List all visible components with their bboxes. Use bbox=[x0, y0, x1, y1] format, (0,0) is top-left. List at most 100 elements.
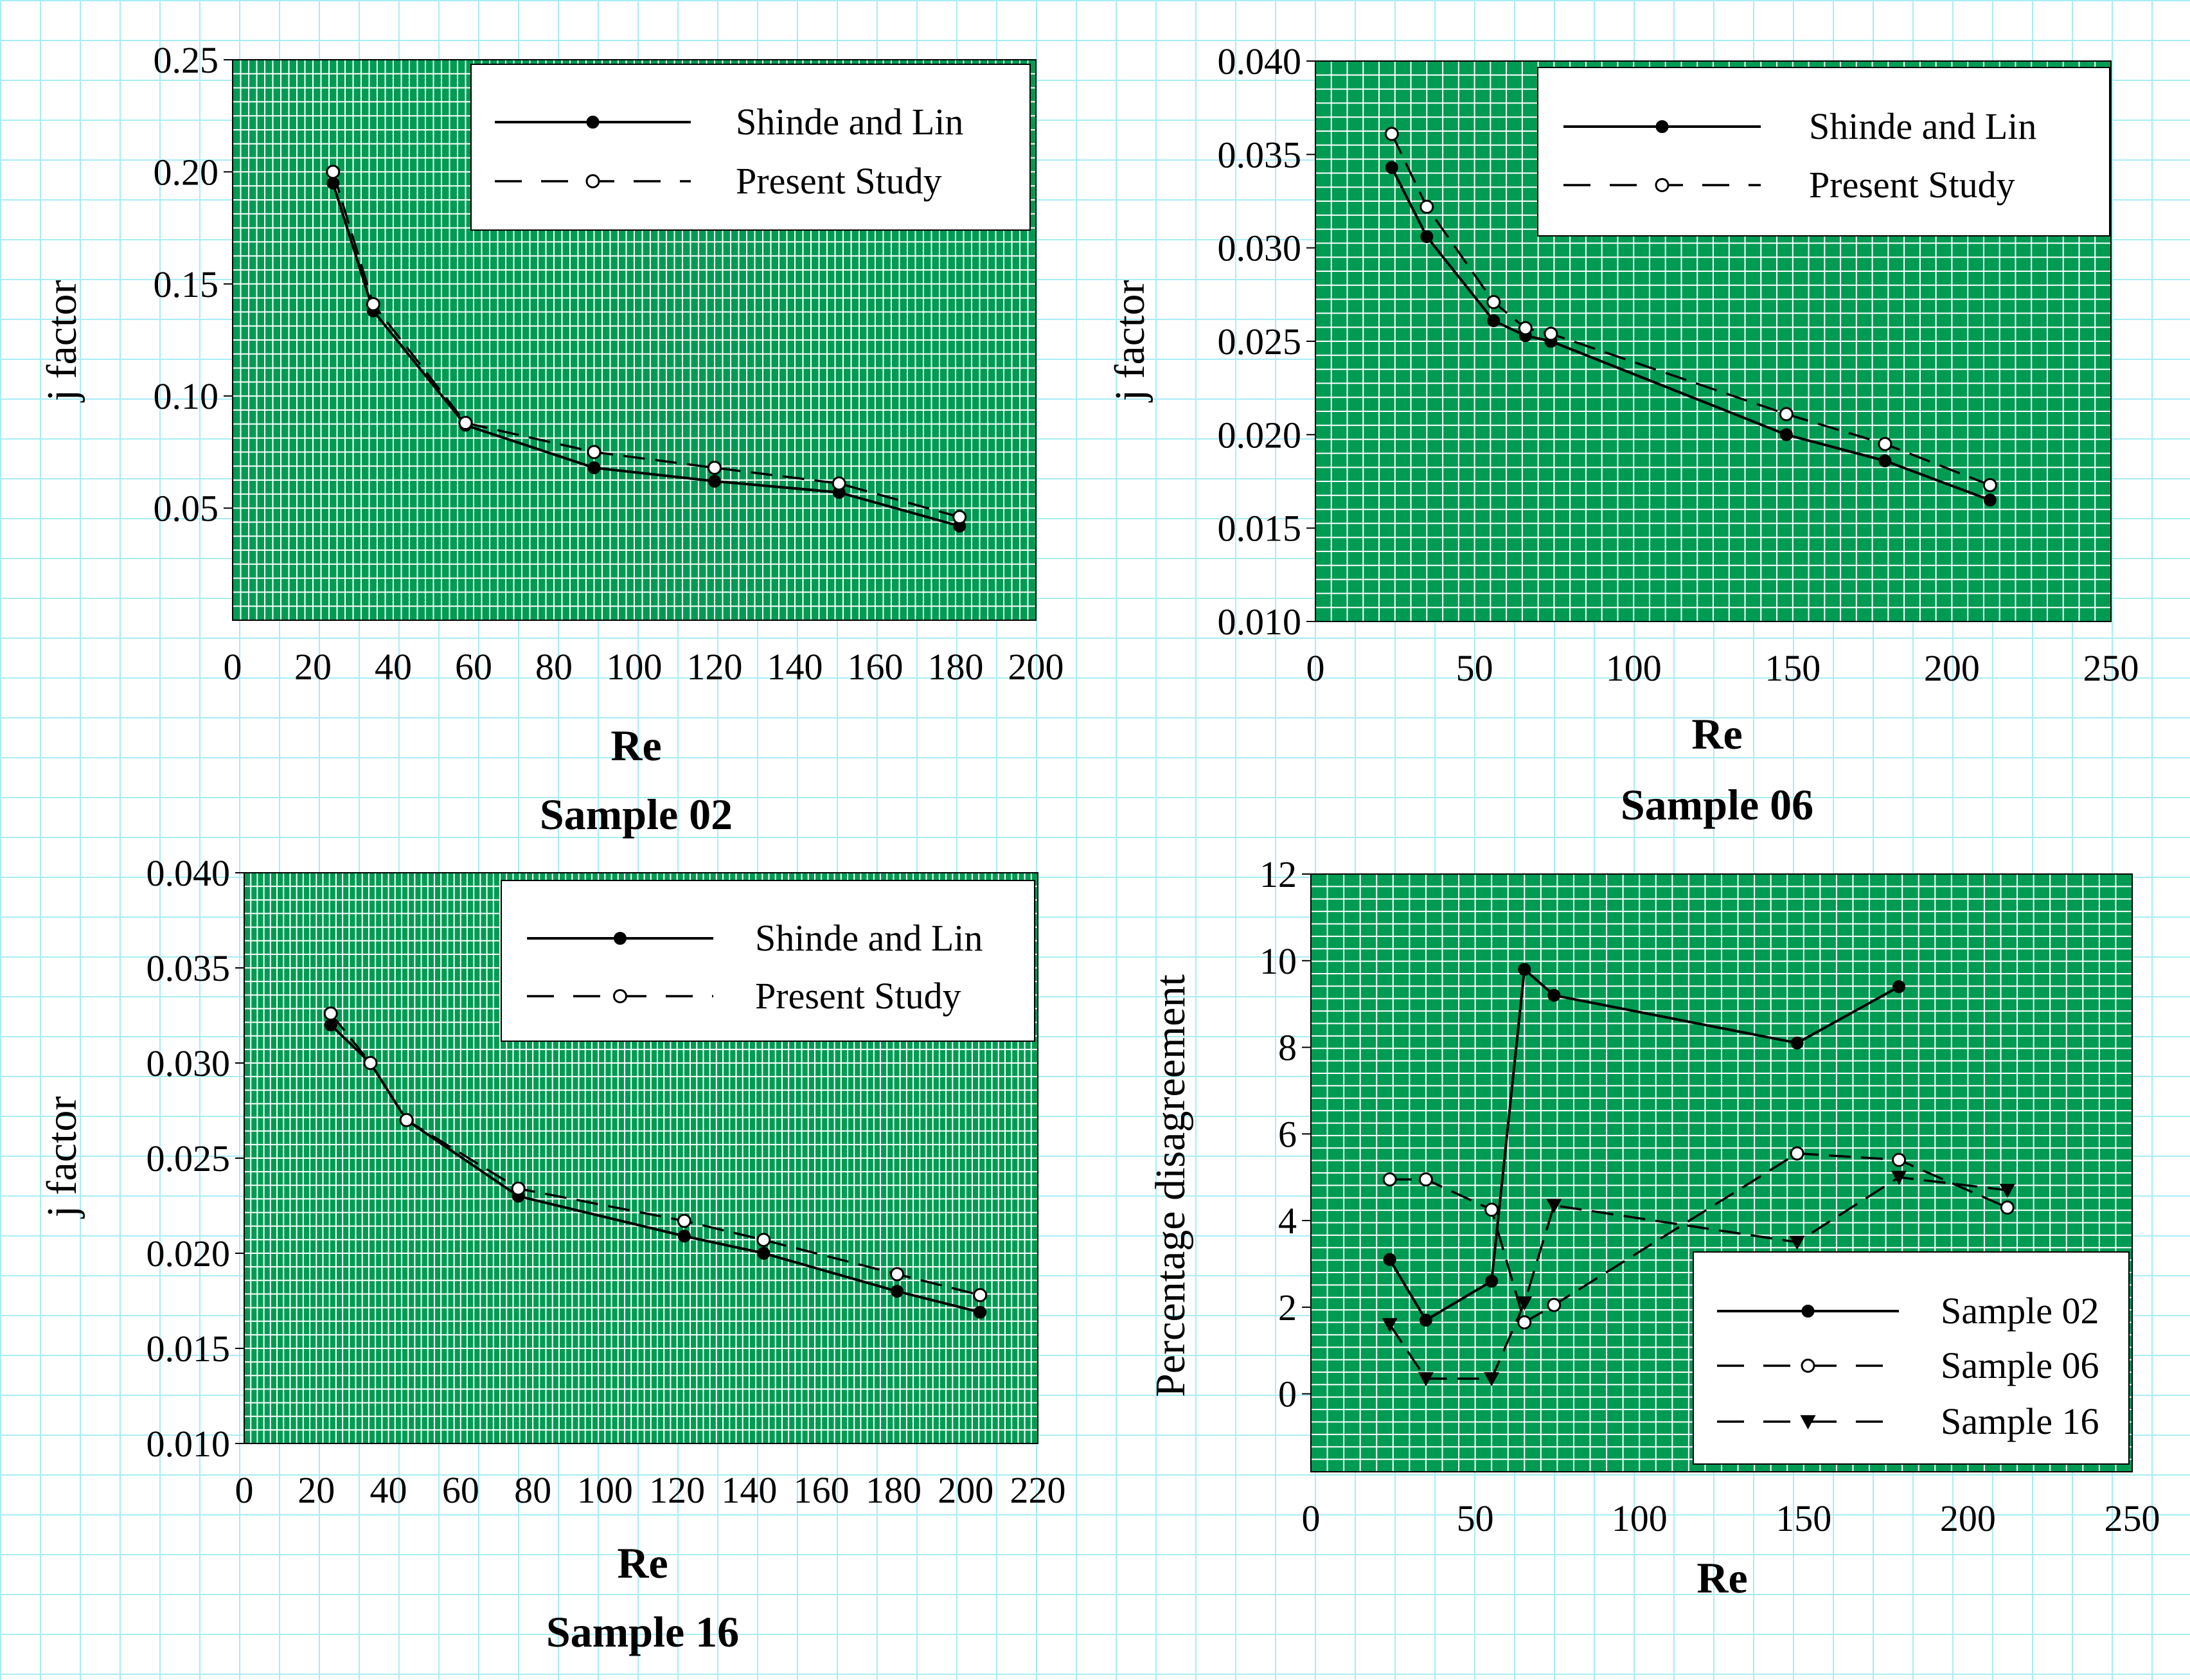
data-point bbox=[974, 1305, 987, 1319]
data-point bbox=[973, 1288, 988, 1303]
x-tick-label: 0 bbox=[224, 646, 242, 688]
x-tick-label: 0 bbox=[1302, 1497, 1321, 1539]
legend-marker bbox=[1801, 1305, 1815, 1318]
data-point bbox=[890, 1267, 905, 1282]
x-tick-label: 200 bbox=[1008, 646, 1064, 688]
x-tick-label: 80 bbox=[535, 646, 573, 688]
plot-frame bbox=[232, 59, 1037, 621]
data-point bbox=[1790, 1036, 1804, 1050]
data-point bbox=[1892, 1152, 1907, 1167]
data-point bbox=[1420, 230, 1434, 244]
legend-marker bbox=[614, 932, 627, 945]
x-tick-label: 160 bbox=[848, 646, 904, 688]
panel-title: Sample 16 bbox=[546, 1607, 739, 1656]
x-tick-label: 0 bbox=[235, 1469, 254, 1511]
legend: Shinde and Lin Present Study bbox=[501, 880, 1035, 1042]
legend-box bbox=[501, 880, 1035, 1042]
data-point bbox=[1547, 1298, 1562, 1312]
x-tick-label: 220 bbox=[1010, 1469, 1066, 1511]
data-point bbox=[511, 1181, 526, 1196]
y-tick-label: 0.015 bbox=[1218, 508, 1302, 550]
legend-label: Sample 02 bbox=[1941, 1290, 2099, 1332]
legend-box bbox=[1693, 1251, 2130, 1465]
x-tick-label: 120 bbox=[687, 646, 743, 688]
y-tick-label: 8 bbox=[1278, 1027, 1297, 1069]
data-point bbox=[1420, 199, 1434, 214]
x-tick-label: 60 bbox=[455, 646, 492, 688]
data-point bbox=[1385, 161, 1398, 174]
x-tick-label: 20 bbox=[298, 1469, 335, 1511]
legend-label: Present Study bbox=[1809, 164, 2015, 206]
data-point bbox=[363, 1056, 378, 1070]
x-tick-label: 250 bbox=[2105, 1497, 2160, 1539]
grid bbox=[244, 873, 1038, 1443]
plot-frame bbox=[1310, 873, 2133, 1472]
y-tick-label: 0 bbox=[1278, 1373, 1297, 1415]
series-present-study bbox=[326, 165, 967, 524]
chart-4: 0 50 100 150 200 250 0 2 4 6 8 10 12 Re Percentage dis… bbox=[1147, 853, 2160, 1602]
y-axis-title: j factor bbox=[39, 1096, 85, 1219]
data-point bbox=[1485, 1274, 1499, 1288]
y-tick-label: 10 bbox=[1260, 940, 1297, 982]
chart-1: 0 20 40 60 80 100 120 140 160 180 200 0.05 0.10 0.15 0… bbox=[39, 39, 1064, 839]
x-tick-label: 40 bbox=[370, 1469, 407, 1511]
data-point bbox=[1487, 314, 1500, 328]
x-tick-label: 100 bbox=[1606, 647, 1662, 689]
legend-label: Sample 16 bbox=[1941, 1400, 2099, 1442]
data-point bbox=[1878, 436, 1892, 451]
data-point bbox=[1983, 494, 1997, 507]
x-tick-label: 160 bbox=[794, 1469, 850, 1511]
data-point bbox=[1789, 1235, 1805, 1250]
data-point bbox=[587, 445, 601, 460]
data-point bbox=[323, 1006, 338, 1021]
series-present-study bbox=[1384, 127, 1997, 492]
x-tick-label: 140 bbox=[767, 646, 823, 688]
series-line bbox=[1391, 133, 1991, 487]
y-tick-label: 0.020 bbox=[147, 1233, 231, 1274]
x-tick-label: 100 bbox=[607, 646, 663, 688]
y-tick-label: 6 bbox=[1278, 1113, 1297, 1155]
y-tick-label: 0.040 bbox=[147, 852, 231, 894]
data-point bbox=[1418, 1172, 1433, 1187]
data-point bbox=[1779, 407, 1794, 422]
data-point bbox=[1982, 478, 1997, 492]
legend-label: Present Study bbox=[736, 160, 942, 202]
chart-3: 0 20 40 60 80 100 120 140 160 180 200 220 0.010 0.015… bbox=[39, 852, 1066, 1656]
y-tick-label: 0.025 bbox=[147, 1138, 231, 1179]
y-axis-title: j factor bbox=[39, 280, 85, 403]
legend-box bbox=[470, 64, 1031, 231]
data-point bbox=[1518, 321, 1533, 335]
data-point bbox=[458, 416, 473, 431]
y-tick-label: 0.15 bbox=[154, 264, 219, 305]
x-tick-label: 100 bbox=[577, 1469, 633, 1511]
legend-box bbox=[1537, 67, 2110, 237]
legend-label: Present Study bbox=[755, 975, 961, 1017]
y-tick-label: 0.025 bbox=[1218, 321, 1302, 362]
x-tick-label: 0 bbox=[1306, 647, 1325, 689]
data-point bbox=[677, 1213, 691, 1228]
y-tick-label: 0.10 bbox=[154, 375, 219, 417]
y-tick-label: 0.020 bbox=[1218, 414, 1302, 456]
data-point bbox=[1419, 1314, 1432, 1327]
data-point bbox=[1790, 1146, 1804, 1161]
data-point bbox=[366, 297, 380, 312]
x-axis-title: Re bbox=[1696, 1553, 1747, 1602]
y-tick-label: 2 bbox=[1278, 1287, 1297, 1328]
legend-marker bbox=[1655, 178, 1669, 192]
data-point bbox=[587, 461, 601, 474]
panel-title: Sample 06 bbox=[1621, 780, 1813, 829]
data-point bbox=[1878, 454, 1892, 468]
y-axis-title: j factor bbox=[1107, 280, 1153, 403]
x-tick-label: 120 bbox=[649, 1469, 705, 1511]
data-point bbox=[952, 510, 967, 524]
x-tick-label: 180 bbox=[866, 1469, 921, 1511]
x-tick-label: 200 bbox=[1940, 1497, 1996, 1539]
legend-marker bbox=[613, 989, 627, 1003]
data-point bbox=[1891, 1170, 1907, 1185]
data-point bbox=[891, 1285, 904, 1298]
x-tick-label: 50 bbox=[1457, 1497, 1494, 1539]
data-point bbox=[1999, 1183, 2015, 1198]
data-point bbox=[677, 1229, 691, 1243]
data-point bbox=[326, 165, 341, 179]
